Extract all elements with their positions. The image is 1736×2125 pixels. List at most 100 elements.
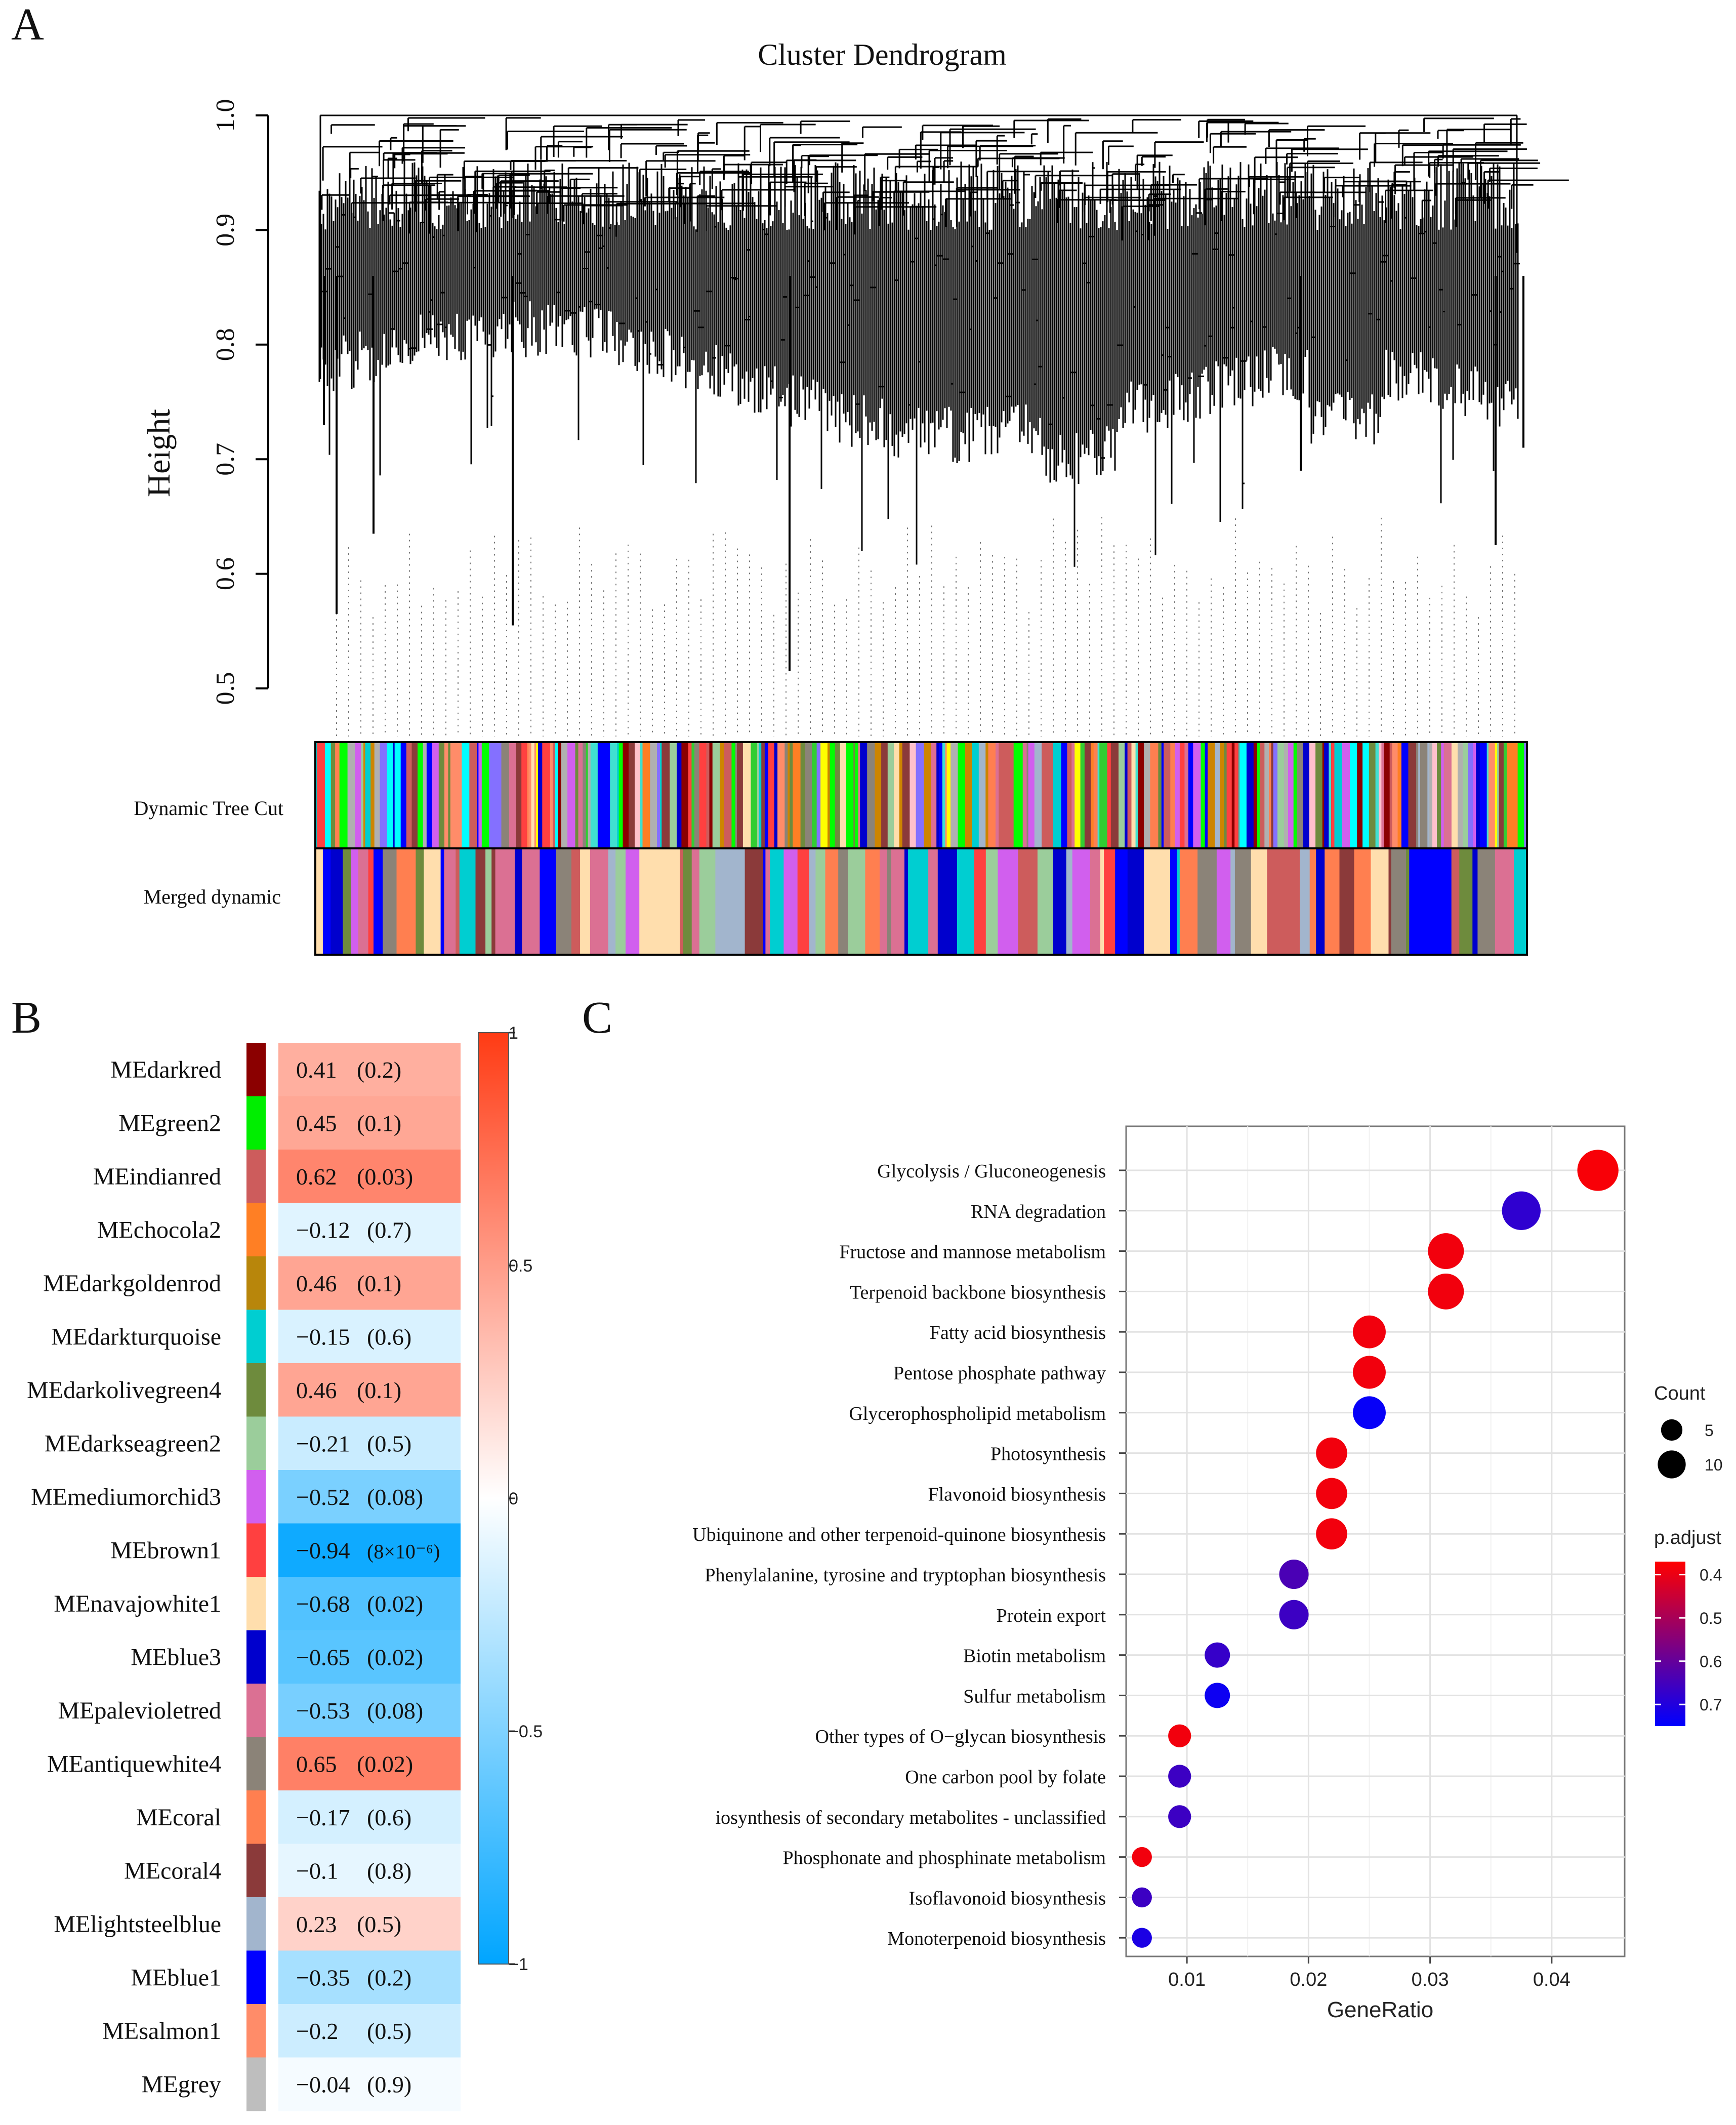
tree-cut-color-stripe [853,742,855,848]
tree-cut-color-stripe [662,742,670,848]
tree-cut-color-stripe [788,742,790,848]
merged-color-stripe [660,848,681,955]
tree-cut-color-stripe [1150,742,1159,848]
tree-cut-color-stripe [988,742,996,848]
tree-cut-color-stripe [355,742,362,848]
heatmap-cell [278,1523,461,1577]
heatmap-row: MEgreen2 0.45 (0.1) [118,1096,461,1150]
panel-c-enrichment: C Glycolysis / Gluconeogenesis RNA degrad… [582,993,1723,2022]
merged-color-stripe [691,848,700,955]
x-tick-label: 0.02 [1290,1969,1327,1990]
module-label: MEmediumorchid3 [31,1484,221,1510]
merged-color-stripe [772,848,784,955]
tree-cut-color-stripe [1437,742,1441,848]
enrichment-point [1132,1887,1152,1908]
tree-cut-color-stripe [1499,742,1504,848]
tree-cut-color-stripe [1401,742,1409,848]
tree-cut-color-stripe [830,742,836,848]
p-value: (0.08) [367,1698,423,1724]
enrichment-point [1205,1683,1230,1708]
module-color-swatch [246,1630,266,1684]
heatmap-cell [278,1416,461,1470]
merged-color-stripe [1234,848,1252,955]
tree-cut-color-stripe [867,742,875,848]
correlation-color-scale [478,1032,509,1965]
module-color-swatch [246,1684,266,1737]
tree-cut-color-stripe [418,742,424,848]
heatmap-row: MEdarkgoldenrod 0.46 (0.1) [43,1256,461,1310]
heatmap-cell [278,1310,461,1364]
heatmap-row: MEpalevioletred −0.53 (0.08) [58,1684,461,1737]
p-value: (0.02) [367,1644,423,1670]
merged-color-stripe [1170,848,1177,955]
merged-color-stripe [865,848,880,955]
tree-cut-color-stripe [1028,742,1035,848]
tree-cut-color-stripe [650,742,657,848]
tree-cut-color-stripe [583,742,587,848]
module-label: MEdarkgoldenrod [43,1270,221,1297]
p-adjust-tick-label: 0.6 [1700,1653,1722,1671]
tree-cut-color-stripe [777,742,785,848]
module-label: MEgrey [142,2071,221,2098]
tree-cut-color-stripe [985,742,989,848]
tree-cut-color-stripe [1429,742,1433,848]
tree-cut-color-stripe [1042,742,1049,848]
correlation-value: −0.94 [296,1537,350,1563]
merged-color-stripe [491,848,496,955]
tree-cut-color-stripe [1303,742,1310,848]
merged-color-stripe [1300,848,1310,955]
tree-cut-color-stripe [1375,742,1379,848]
tree-cut-color-stripe [426,742,433,848]
term-label: Biotin metabolism [963,1646,1106,1667]
tree-cut-color-stripe [881,742,888,848]
count-legend-label: 5 [1705,1421,1714,1440]
panel-b-heatmap: B MEdarkred 0.41 (0.2) MEgreen2 0.45 (0.1) MEi… [11,993,543,2111]
panel-label-b: B [11,993,42,1043]
tree-cut-color-stripe [835,742,841,848]
p-value: (0.5) [367,2018,411,2044]
term-label: Ubiquinone and other terpenoid-quinone b… [692,1524,1106,1545]
tree-cut-color-stripe [1486,742,1489,848]
p-value: (0.03) [357,1164,413,1190]
tree-cut-color-stripe [339,742,348,848]
merged-color-stripe [1451,848,1460,955]
tree-cut-color-stripe [1084,742,1091,848]
merged-color-stripe [765,848,770,955]
tree-cut-color-stripe [820,742,828,848]
tree-cut-color-stripe [950,742,959,848]
tree-cut-color-stripe [1215,742,1221,848]
enrichment-point [1168,1805,1191,1828]
term-label: Sulfur metabolism [963,1686,1106,1707]
term-label: Fatty acid biosynthesis [930,1322,1106,1343]
tree-cut-color-stripe [840,742,847,848]
tree-cut-color-stripe [894,742,900,848]
tree-cut-color-stripe [774,742,778,848]
tree-cut-color-stripe [521,742,527,848]
tree-cut-color-stripe [374,742,381,848]
module-color-swatch [246,1043,266,1096]
heatmap-cell [278,2057,461,2111]
tree-cut-color-stripe [1514,742,1518,848]
tree-cut-color-stripe [1021,742,1023,848]
merged-color-stripe [848,848,865,955]
count-legend: Count 5 10 [1654,1383,1723,1479]
p-value: (0.1) [357,1377,401,1403]
merged-color-stripe [1018,848,1038,955]
merged-color-stripe [1100,848,1104,955]
tree-cut-color-stripe [1441,742,1444,848]
enrichment-point [1577,1150,1619,1191]
heatmap-cell [278,1950,461,2005]
tree-cut-color-stripe [1468,742,1474,848]
heatmap-cell [278,1630,461,1684]
term-label: Glycerophospholipid metabolism [849,1403,1106,1424]
merged-color-stripe [374,848,383,955]
tree-cut-color-stripe [1449,742,1452,848]
tree-cut-color-stripe [936,742,940,848]
merged-color-stripe [1309,848,1316,955]
tree-cut-color-stripe [1503,742,1507,848]
tree-cut-color-stripe [670,742,677,848]
tree-cut-color-stripe [691,742,695,848]
merged-color-stripe [1339,848,1355,955]
tree-cut-color-stripe [629,742,635,848]
tree-cut-color-stripe [939,742,943,848]
